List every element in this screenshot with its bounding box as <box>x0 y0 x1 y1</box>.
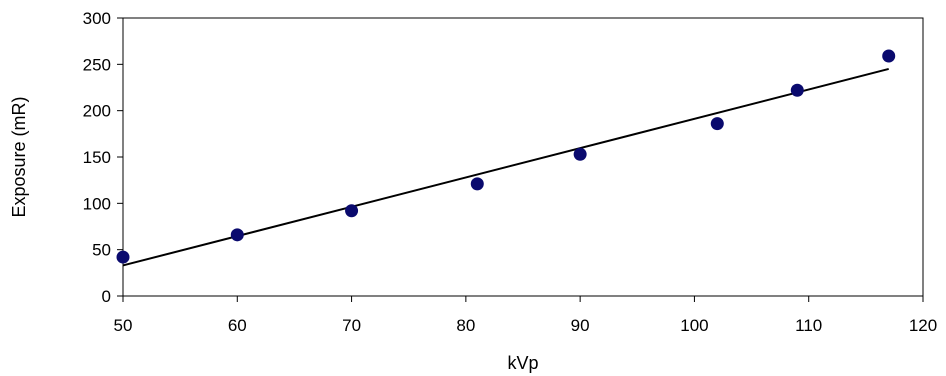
x-tick-label: 110 <box>795 316 822 335</box>
x-tick-label: 70 <box>342 316 361 335</box>
x-tick-label: 90 <box>571 316 590 335</box>
linear-trendline <box>122 67 889 267</box>
x-axis-title: kVp <box>507 353 538 373</box>
data-point <box>116 250 130 264</box>
y-tick-label: 300 <box>83 9 111 28</box>
y-tick-label: 0 <box>102 287 111 306</box>
y-tick-label: 150 <box>83 148 111 167</box>
y-tick-label: 50 <box>92 241 111 260</box>
data-points <box>116 49 896 264</box>
y-tick-label: 100 <box>83 194 111 213</box>
data-point <box>790 83 804 97</box>
data-point <box>230 228 244 242</box>
data-point <box>345 204 359 218</box>
y-axis-title: Exposure (mR) <box>9 96 29 217</box>
data-point <box>470 177 484 191</box>
x-tick-label: 100 <box>680 316 708 335</box>
data-point <box>573 147 587 161</box>
x-tick-label: 80 <box>456 316 475 335</box>
plot-area-frame <box>122 17 924 297</box>
x-tick-label: 50 <box>114 316 133 335</box>
data-point <box>710 117 724 131</box>
axis-labels: kVp Exposure (mR) <box>9 96 539 373</box>
trendline-layer <box>122 67 889 267</box>
y-tick-label: 250 <box>83 55 111 74</box>
x-tick-label: 60 <box>228 316 247 335</box>
y-tick-label: 200 <box>83 102 111 121</box>
x-tick-label: 120 <box>909 316 937 335</box>
data-point <box>882 49 896 63</box>
